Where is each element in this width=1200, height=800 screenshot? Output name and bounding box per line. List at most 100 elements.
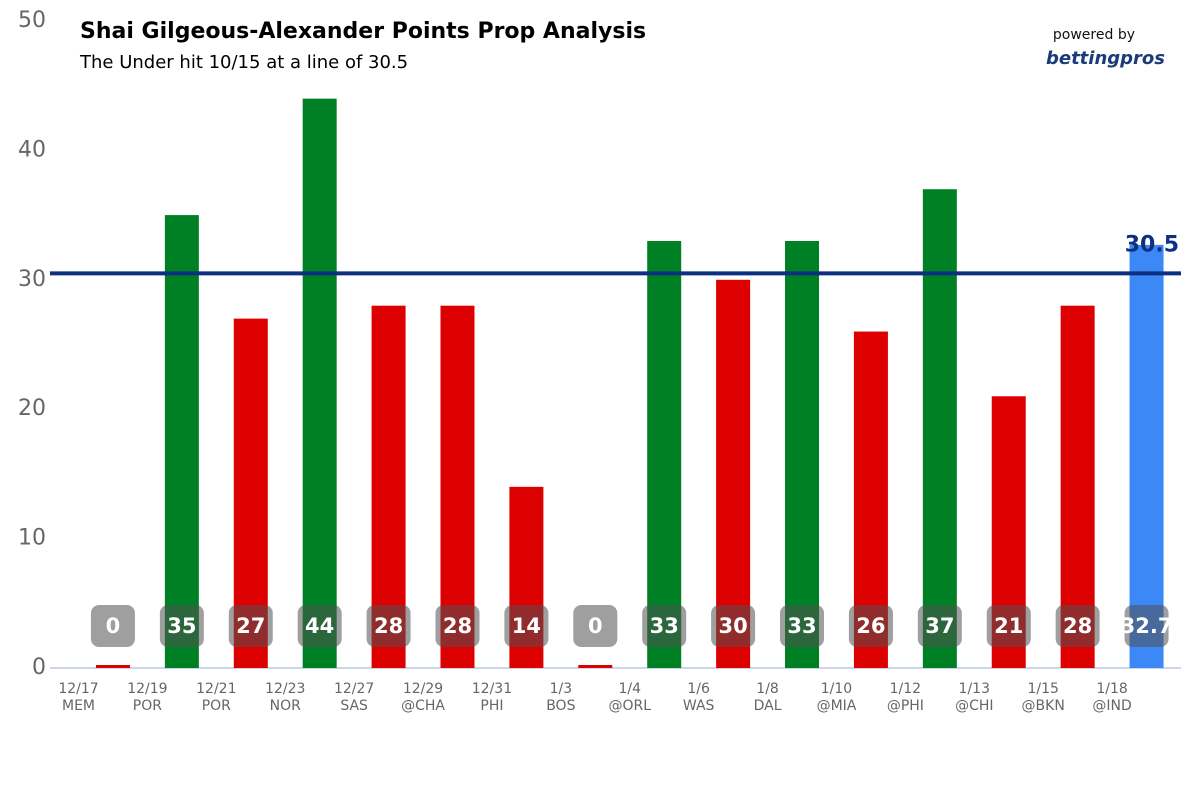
x-tick-date: 12/31 [472, 681, 512, 697]
x-tick-label: 1/18 @IND [1092, 681, 1131, 714]
value-label: 26 [856, 614, 885, 638]
x-tick-label: 12/21 POR [196, 681, 236, 714]
x-tick-opponent: POR [202, 698, 231, 714]
x-tick-opponent: NOR [270, 698, 301, 714]
x-tick-label: 1/10 @MIA [817, 681, 857, 714]
bar [647, 240, 682, 669]
bar [1129, 244, 1164, 668]
value-label-pill [573, 605, 618, 647]
x-tick-label: 1/12 @PHI [887, 681, 924, 714]
y-tick-label: 40 [18, 137, 46, 162]
x-tick-date: 1/12 [890, 681, 921, 697]
bar [578, 665, 613, 668]
bar [922, 189, 957, 668]
x-tick-opponent: @BKN [1022, 698, 1065, 714]
y-tick-label: 50 [18, 8, 46, 33]
value-label-pill [504, 605, 549, 647]
x-tick-opponent: @IND [1092, 698, 1131, 714]
x-tick-label: 12/27 SAS [334, 681, 374, 714]
y-tick-label: 30 [18, 267, 46, 292]
value-label: 33 [787, 614, 816, 638]
y-tick-label: 20 [18, 396, 46, 421]
x-tick-label: 12/29 @CHA [401, 681, 445, 714]
value-label: 35 [167, 614, 196, 638]
value-label: 0 [106, 614, 121, 638]
value-label: 28 [374, 614, 403, 638]
x-tick-opponent: MEM [62, 698, 95, 714]
x-tick-label: 1/6 WAS [683, 681, 715, 714]
powered-by: powered by [1053, 27, 1135, 43]
x-tick-date: 1/8 [756, 681, 779, 697]
value-label: 44 [305, 614, 334, 638]
value-label-pill [780, 605, 825, 647]
x-tick-opponent: BOS [546, 698, 575, 714]
value-label: 21 [994, 614, 1023, 638]
prop-line-label: 30.5 [1125, 232, 1179, 257]
x-tick-date: 12/29 [403, 681, 443, 697]
x-tick-date: 12/17 [58, 681, 98, 697]
x-tick-date: 1/15 [1027, 681, 1058, 697]
x-tick-label: 12/31 PHI [472, 681, 512, 714]
x-tick-date: 1/4 [618, 681, 641, 697]
value-label-pill [848, 605, 893, 647]
x-tick-label: 12/23 NOR [265, 681, 305, 714]
x-tick-label: 1/3 BOS [546, 681, 575, 714]
value-label-pill [986, 605, 1031, 647]
x-tick-date: 12/21 [196, 681, 236, 697]
value-label: 14 [512, 614, 541, 638]
value-label-pill [297, 605, 342, 647]
bar [785, 240, 820, 669]
value-label-pill [435, 605, 480, 647]
x-tick-label: 12/17 MEM [58, 681, 98, 714]
value-label-pill [90, 605, 135, 647]
x-tick-opponent: SAS [340, 698, 368, 714]
x-tick-label: 12/19 POR [127, 681, 167, 714]
value-label: 28 [1063, 614, 1092, 638]
x-tick-opponent: PHI [480, 698, 503, 714]
x-tick-date: 1/3 [550, 681, 573, 697]
chart-title: Shai Gilgeous-Alexander Points Prop Anal… [80, 19, 646, 44]
x-tick-opponent: DAL [754, 698, 782, 714]
x-tick-label: 1/4 @ORL [608, 681, 651, 714]
y-tick-label: 0 [32, 655, 46, 680]
bar [164, 215, 199, 668]
x-tick-date: 1/13 [959, 681, 990, 697]
x-tick-date: 12/27 [334, 681, 374, 697]
x-tick-opponent: WAS [683, 698, 715, 714]
value-label-pill [917, 605, 962, 647]
value-label: 32.7 [1121, 614, 1173, 638]
value-label: 27 [236, 614, 265, 638]
brand-logo: bettingpros [1046, 48, 1165, 69]
x-tick-opponent: @ORL [608, 698, 651, 714]
value-label: 30 [718, 614, 747, 638]
value-label-pill [228, 605, 273, 647]
x-tick-date: 12/19 [127, 681, 167, 697]
x-tick-opponent: @CHA [401, 698, 445, 714]
x-tick-opponent: @CHI [955, 698, 993, 714]
x-tick-opponent: @MIA [817, 698, 857, 714]
x-tick-date: 1/10 [821, 681, 852, 697]
x-tick-label: 1/13 @CHI [955, 681, 993, 714]
x-tick-date: 12/23 [265, 681, 305, 697]
x-tick-label: 1/15 @BKN [1022, 681, 1065, 714]
x-tick-label: 1/8 DAL [754, 681, 782, 714]
bar [716, 279, 751, 668]
value-label: 33 [650, 614, 679, 638]
x-tick-date: 1/18 [1096, 681, 1127, 697]
value-label: 28 [443, 614, 472, 638]
value-label: 37 [925, 614, 954, 638]
value-label-pill [159, 605, 204, 647]
value-label-pill [1124, 605, 1169, 647]
x-tick-date: 1/6 [687, 681, 710, 697]
value-label: 0 [588, 614, 603, 638]
x-tick-opponent: @PHI [887, 698, 924, 714]
value-label-pill [366, 605, 411, 647]
bar [95, 665, 130, 668]
value-label-pill [1055, 605, 1100, 647]
bar [302, 98, 337, 668]
y-tick-label: 10 [18, 526, 46, 551]
chart-subtitle: The Under hit 10/15 at a line of 30.5 [79, 52, 408, 73]
x-tick-opponent: POR [133, 698, 162, 714]
value-label-pill [711, 605, 756, 647]
